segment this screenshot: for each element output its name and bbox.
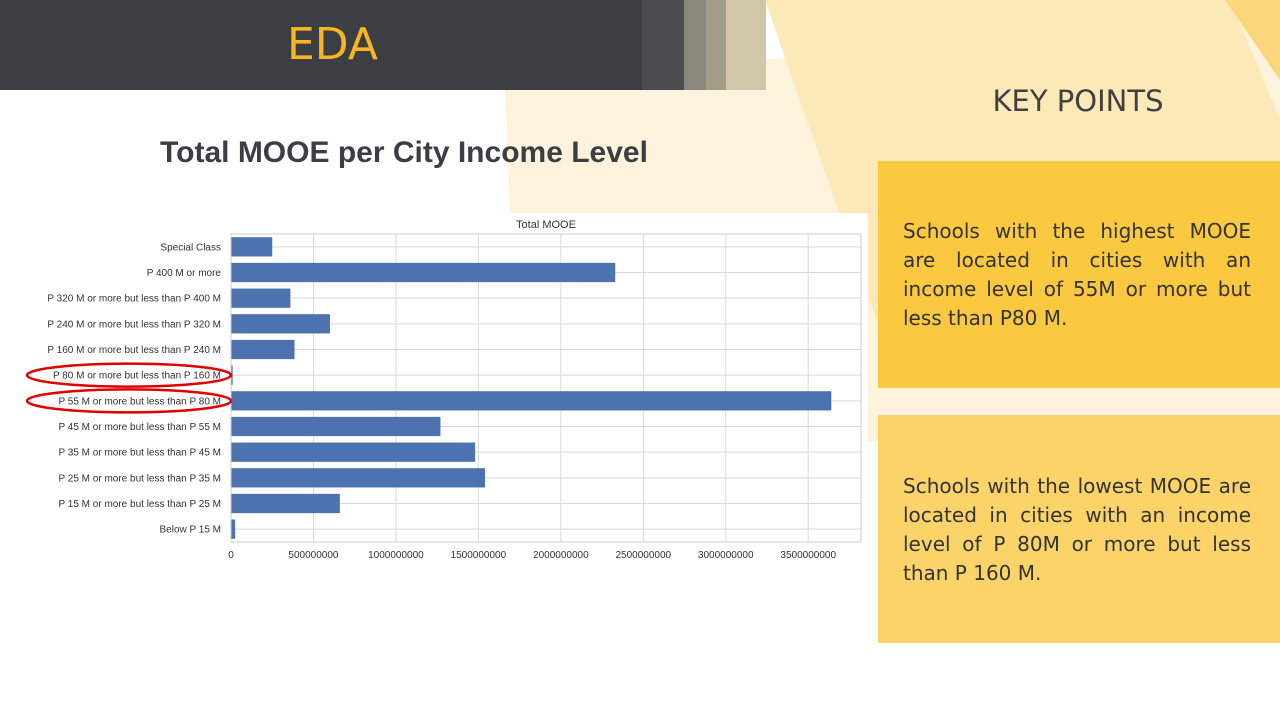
bar-chart: 0 500000000 1000000000 1500000000 2000000000…	[20, 213, 868, 570]
y-tick-label: P 320 M or more but less than P 400 M	[47, 294, 221, 305]
x-tick-label: 1500000000	[451, 550, 507, 561]
y-tick-label: P 35 M or more but less than P 45 M	[59, 448, 222, 459]
header-accent-strip	[726, 0, 766, 90]
bar	[231, 262, 616, 283]
header-bar	[0, 0, 642, 90]
bar	[231, 493, 340, 514]
x-tick-label: 0	[228, 550, 234, 561]
y-tick-label: P 160 M or more but less than P 240 M	[47, 345, 221, 356]
x-tick-label: 2500000000	[615, 550, 671, 561]
bar	[231, 237, 273, 257]
y-tick-label: P 15 M or more but less than P 25 M	[59, 499, 222, 510]
key-point-text: Schools with the highest MOOE are locate…	[903, 219, 1251, 330]
key-point-box-lowest: Schools with the lowest MOOE are located…	[878, 415, 1280, 643]
y-tick-label: P 55 M or more but less than P 80 M	[59, 396, 222, 407]
bar	[231, 468, 485, 488]
highlight-ellipse	[25, 388, 233, 414]
bar	[231, 391, 832, 411]
bar	[231, 288, 291, 308]
bar	[231, 339, 295, 360]
key-point-box-highest: Schools with the highest MOOE are locate…	[878, 161, 1280, 388]
y-tick-label: Below P 15 M	[159, 525, 221, 536]
bar	[231, 442, 476, 462]
x-tick-label: 2000000000	[533, 550, 589, 561]
y-tick-label: P 25 M or more but less than P 35 M	[59, 473, 222, 484]
x-tick-label: 3000000000	[698, 550, 754, 561]
x-tick-label: 500000000	[288, 550, 338, 561]
y-tick-label: P 45 M or more but less than P 55 M	[59, 422, 222, 433]
key-points-title: KEY POINTS	[992, 84, 1164, 118]
y-tick-label: P 400 M or more	[147, 268, 222, 279]
y-tick-label: P 80 M or more but less than P 160 M	[53, 371, 221, 382]
key-point-text: Schools with the lowest MOOE are located…	[903, 474, 1251, 585]
chart-heading: Total MOOE per City Income Level	[160, 136, 648, 169]
chart-plot-title: Total MOOE	[516, 219, 576, 231]
y-tick-label: P 240 M or more but less than P 320 M	[47, 319, 221, 330]
slide-title: EDA	[286, 19, 378, 70]
x-tick-label: 3500000000	[780, 550, 836, 561]
bar	[231, 519, 236, 539]
y-tick-label: Special Class	[160, 242, 221, 253]
highlight-ellipse	[25, 362, 233, 388]
bar	[231, 416, 441, 437]
header-accent-strip	[642, 0, 684, 90]
x-tick-label: 1000000000	[368, 550, 424, 561]
header-accent-strip	[706, 0, 726, 90]
header-accent-strip	[684, 0, 706, 90]
bar	[231, 314, 330, 334]
plot-frame	[230, 233, 862, 543]
